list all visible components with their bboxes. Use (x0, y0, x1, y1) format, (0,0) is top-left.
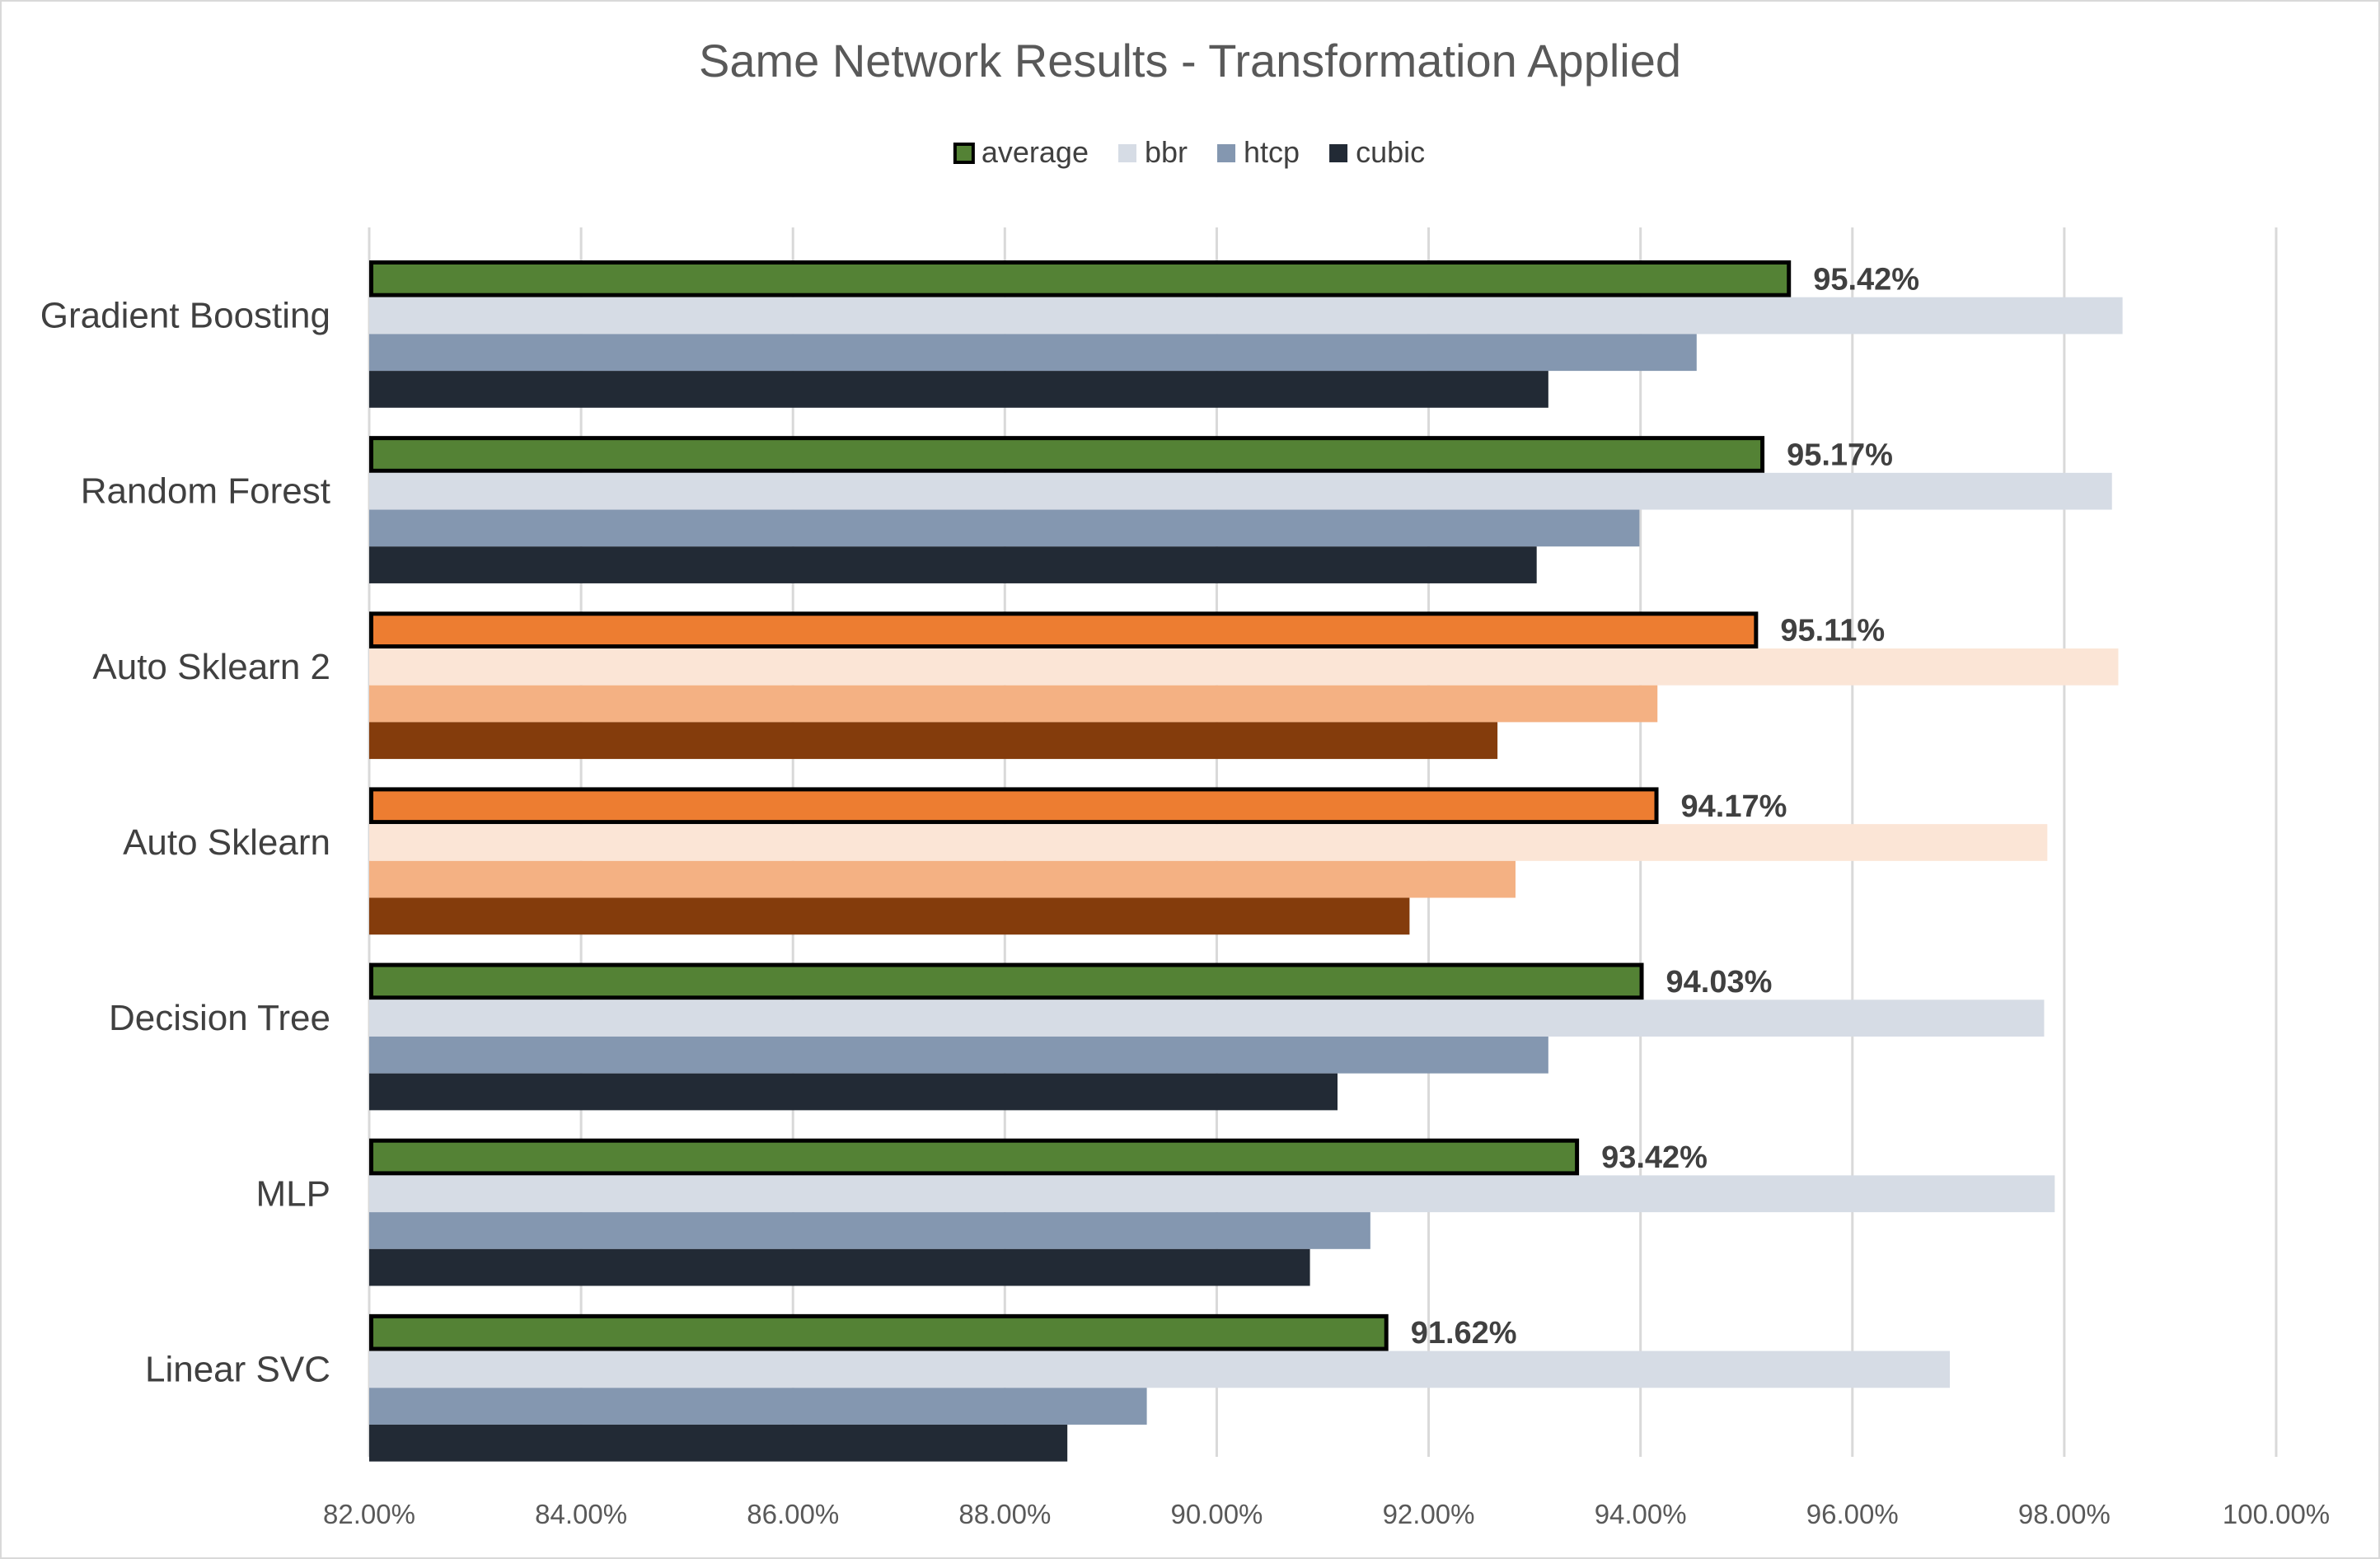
legend-swatch-average (953, 143, 975, 164)
bar-average (369, 962, 1644, 1000)
bar-bbr (369, 1351, 1951, 1388)
category-label: Random Forest (81, 471, 330, 512)
bar-bbr (369, 1175, 2055, 1213)
x-tick-label: 96.00% (1806, 1499, 1899, 1529)
category-label: Auto Sklearn 2 (92, 647, 330, 687)
bar-bbr (369, 297, 2123, 335)
x-tick-label: 92.00% (1383, 1499, 1475, 1529)
category-label: Auto Sklearn (123, 822, 330, 863)
legend: average bbr htcp cubic (953, 135, 1425, 169)
x-tick-label: 86.00% (747, 1499, 839, 1529)
bar-bbr (369, 824, 2048, 861)
x-tick-labels: 82.00% 84.00% 86.00% 88.00% 90.00% 92.00% 94.0… (323, 1499, 2330, 1529)
data-label: 95.17% (1787, 438, 1893, 472)
category-labels: Gradient Boosting Random Forest Auto Sklea… (40, 296, 330, 1390)
bar-htcp (369, 685, 1658, 723)
x-tick-label: 98.00% (2018, 1499, 2111, 1529)
x-tick-label: 88.00% (958, 1499, 1051, 1529)
bar-cubic (369, 1424, 1068, 1462)
data-label: 94.03% (1666, 965, 1773, 1000)
legend-label-htcp: htcp (1244, 135, 1300, 169)
bar-bbr (369, 648, 2119, 686)
legend-swatch-htcp (1217, 144, 1236, 162)
bars (369, 260, 2123, 1462)
data-label: 94.17% (1681, 789, 1787, 824)
x-tick-label: 94.00% (1595, 1499, 1687, 1529)
bar-htcp (369, 1036, 1548, 1074)
data-label: 93.42% (1601, 1140, 1708, 1175)
x-tick-label: 90.00% (1170, 1499, 1263, 1529)
bar-average (369, 1138, 1580, 1176)
bar-bbr (369, 472, 2112, 510)
bar-htcp (369, 509, 1640, 547)
bar-cubic (369, 371, 1548, 408)
bar-htcp (369, 860, 1516, 898)
data-label: 95.42% (1813, 262, 1919, 297)
legend-swatch-bbr (1117, 144, 1136, 162)
bar-cubic (369, 722, 1498, 760)
legend-label-average: average (982, 135, 1089, 169)
bar-cubic (369, 546, 1537, 583)
bar-average (369, 787, 1659, 825)
category-label: Decision Tree (109, 998, 330, 1038)
bar-cubic (369, 1073, 1338, 1111)
category-label: MLP (256, 1173, 330, 1214)
bar-cubic (369, 1248, 1310, 1286)
bar-average (369, 611, 1759, 648)
bar-cubic (369, 897, 1410, 935)
bar-htcp (369, 1212, 1370, 1249)
bar-htcp (369, 1388, 1147, 1425)
x-tick-label: 82.00% (323, 1499, 415, 1529)
x-tick-label: 84.00% (535, 1499, 627, 1529)
chart-title: Same Network Results - Transformation Ap… (699, 35, 1681, 87)
data-label: 91.62% (1411, 1316, 1517, 1351)
category-label: Linear SVC (145, 1349, 330, 1389)
bar-htcp (369, 334, 1697, 372)
category-label: Gradient Boosting (40, 296, 330, 336)
legend-label-cubic: cubic (1356, 135, 1425, 169)
bar-average (369, 436, 1765, 473)
bar-average (369, 1313, 1389, 1351)
x-tick-label: 100.00% (2223, 1499, 2330, 1529)
bar-bbr (369, 1000, 2045, 1037)
data-label: 95.11% (1780, 614, 1885, 648)
data-labels: 95.42% 95.17% 95.11% 94.17% 94.03% 93.42% 91.6… (1411, 262, 1919, 1351)
legend-swatch-cubic (1329, 144, 1348, 162)
legend-label-bbr: bbr (1145, 135, 1188, 169)
bar-average (369, 260, 1792, 297)
